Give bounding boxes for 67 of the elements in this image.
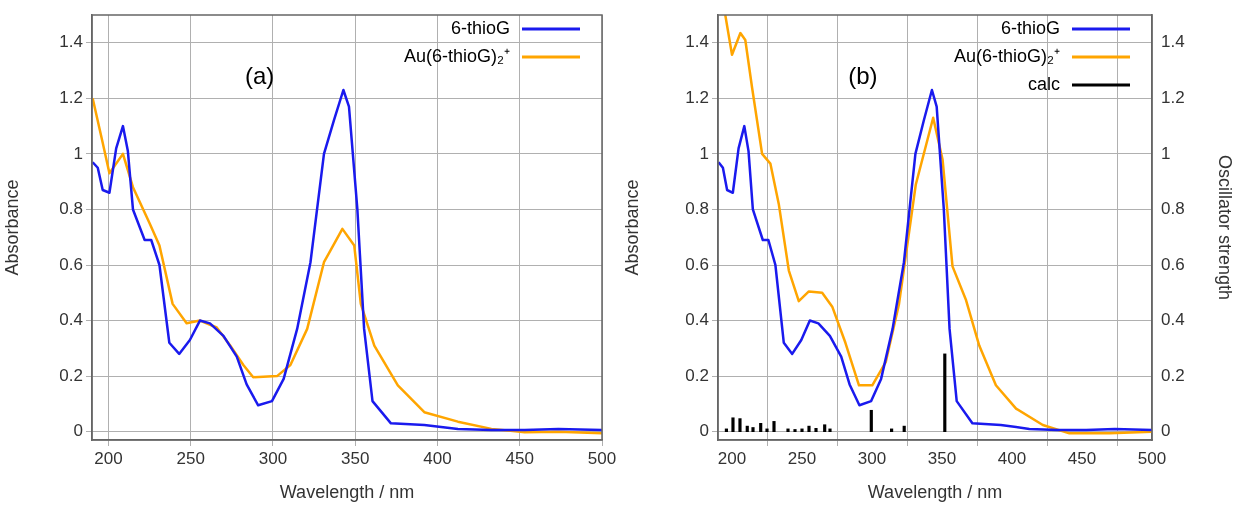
- y-tick-label: 0.6: [685, 254, 709, 274]
- bar: [807, 425, 811, 432]
- x-tick-label: 250: [176, 448, 205, 468]
- y2-tick-label: 1: [1161, 143, 1171, 163]
- legend-label: calc: [1027, 73, 1060, 94]
- bar: [828, 428, 832, 432]
- y2-tick-label: 0.8: [1161, 199, 1185, 219]
- x-tick-label: 300: [258, 448, 288, 468]
- x-tick-label: 450: [1067, 448, 1097, 468]
- x-tick-label: 250: [787, 448, 817, 468]
- y2-tick-label: 1.4: [1161, 32, 1185, 52]
- x-tick-label: 350: [927, 448, 957, 468]
- y2-tick-label: 0.4: [1161, 310, 1185, 330]
- bar: [759, 423, 763, 432]
- y-axis-title: Absorbance: [621, 179, 642, 276]
- bar: [738, 418, 742, 432]
- bar: [800, 428, 804, 432]
- bar: [772, 421, 776, 432]
- annotation: (b): [848, 61, 878, 89]
- legend-label: Au(6-thioG)₂⁺: [403, 45, 510, 66]
- y-tick-label: 0.4: [59, 310, 83, 330]
- y-tick-label: 0.8: [59, 199, 83, 219]
- x-tick-label: 500: [1137, 448, 1167, 468]
- y-tick-label: 1.2: [685, 88, 709, 108]
- y-tick-label: 0.2: [685, 365, 709, 385]
- legend-label: 6-thioG: [1000, 17, 1060, 38]
- y-tick-label: 1: [699, 143, 709, 163]
- x-tick-label: 500: [587, 448, 617, 468]
- x-tick-label: 400: [997, 448, 1027, 468]
- x-tick-label: 350: [341, 448, 370, 468]
- y-tick-label: 0.4: [685, 310, 709, 330]
- bar: [793, 429, 797, 432]
- y-tick-label: 1.4: [685, 32, 709, 52]
- legend-label: Au(6-thioG)₂⁺: [953, 45, 1060, 66]
- bar: [786, 428, 790, 432]
- x-tick-label: 200: [94, 448, 123, 468]
- y-tick-label: 0: [73, 421, 83, 441]
- x-axis-title: Wavelength / nm: [867, 482, 1003, 503]
- bar: [823, 424, 827, 432]
- y-tick-label: 1: [73, 143, 83, 163]
- y2-tick-label: 0: [1161, 421, 1171, 441]
- y-axis-title: Absorbance: [1, 179, 22, 276]
- x-tick-label: 300: [857, 448, 887, 468]
- y-tick-label: 1.4: [59, 32, 83, 52]
- y2-tick-label: 1.2: [1161, 88, 1185, 108]
- y-tick-label: 0.6: [59, 254, 83, 274]
- bar: [869, 409, 873, 432]
- bar: [751, 427, 755, 432]
- y-tick-label: 0.2: [59, 365, 83, 385]
- annotation: (a): [245, 61, 275, 89]
- bar: [745, 425, 749, 432]
- bar: [943, 353, 947, 432]
- x-tick-label: 450: [505, 448, 534, 468]
- x-tick-label: 400: [423, 448, 452, 468]
- bar: [731, 417, 735, 432]
- y2-axis-title: Oscillator strength: [1215, 154, 1236, 301]
- bar: [814, 428, 818, 432]
- bar: [765, 428, 769, 432]
- legend-label: 6-thioG: [450, 17, 510, 38]
- y-tick-label: 0.8: [685, 199, 709, 219]
- y-tick-label: 1.2: [59, 88, 83, 108]
- x-axis-title: Wavelength / nm: [279, 482, 415, 503]
- x-tick-label: 200: [717, 448, 747, 468]
- y-tick-label: 0: [699, 421, 709, 441]
- y2-tick-label: 0.6: [1161, 254, 1185, 274]
- y2-tick-label: 0.2: [1161, 365, 1185, 385]
- bar: [902, 425, 906, 432]
